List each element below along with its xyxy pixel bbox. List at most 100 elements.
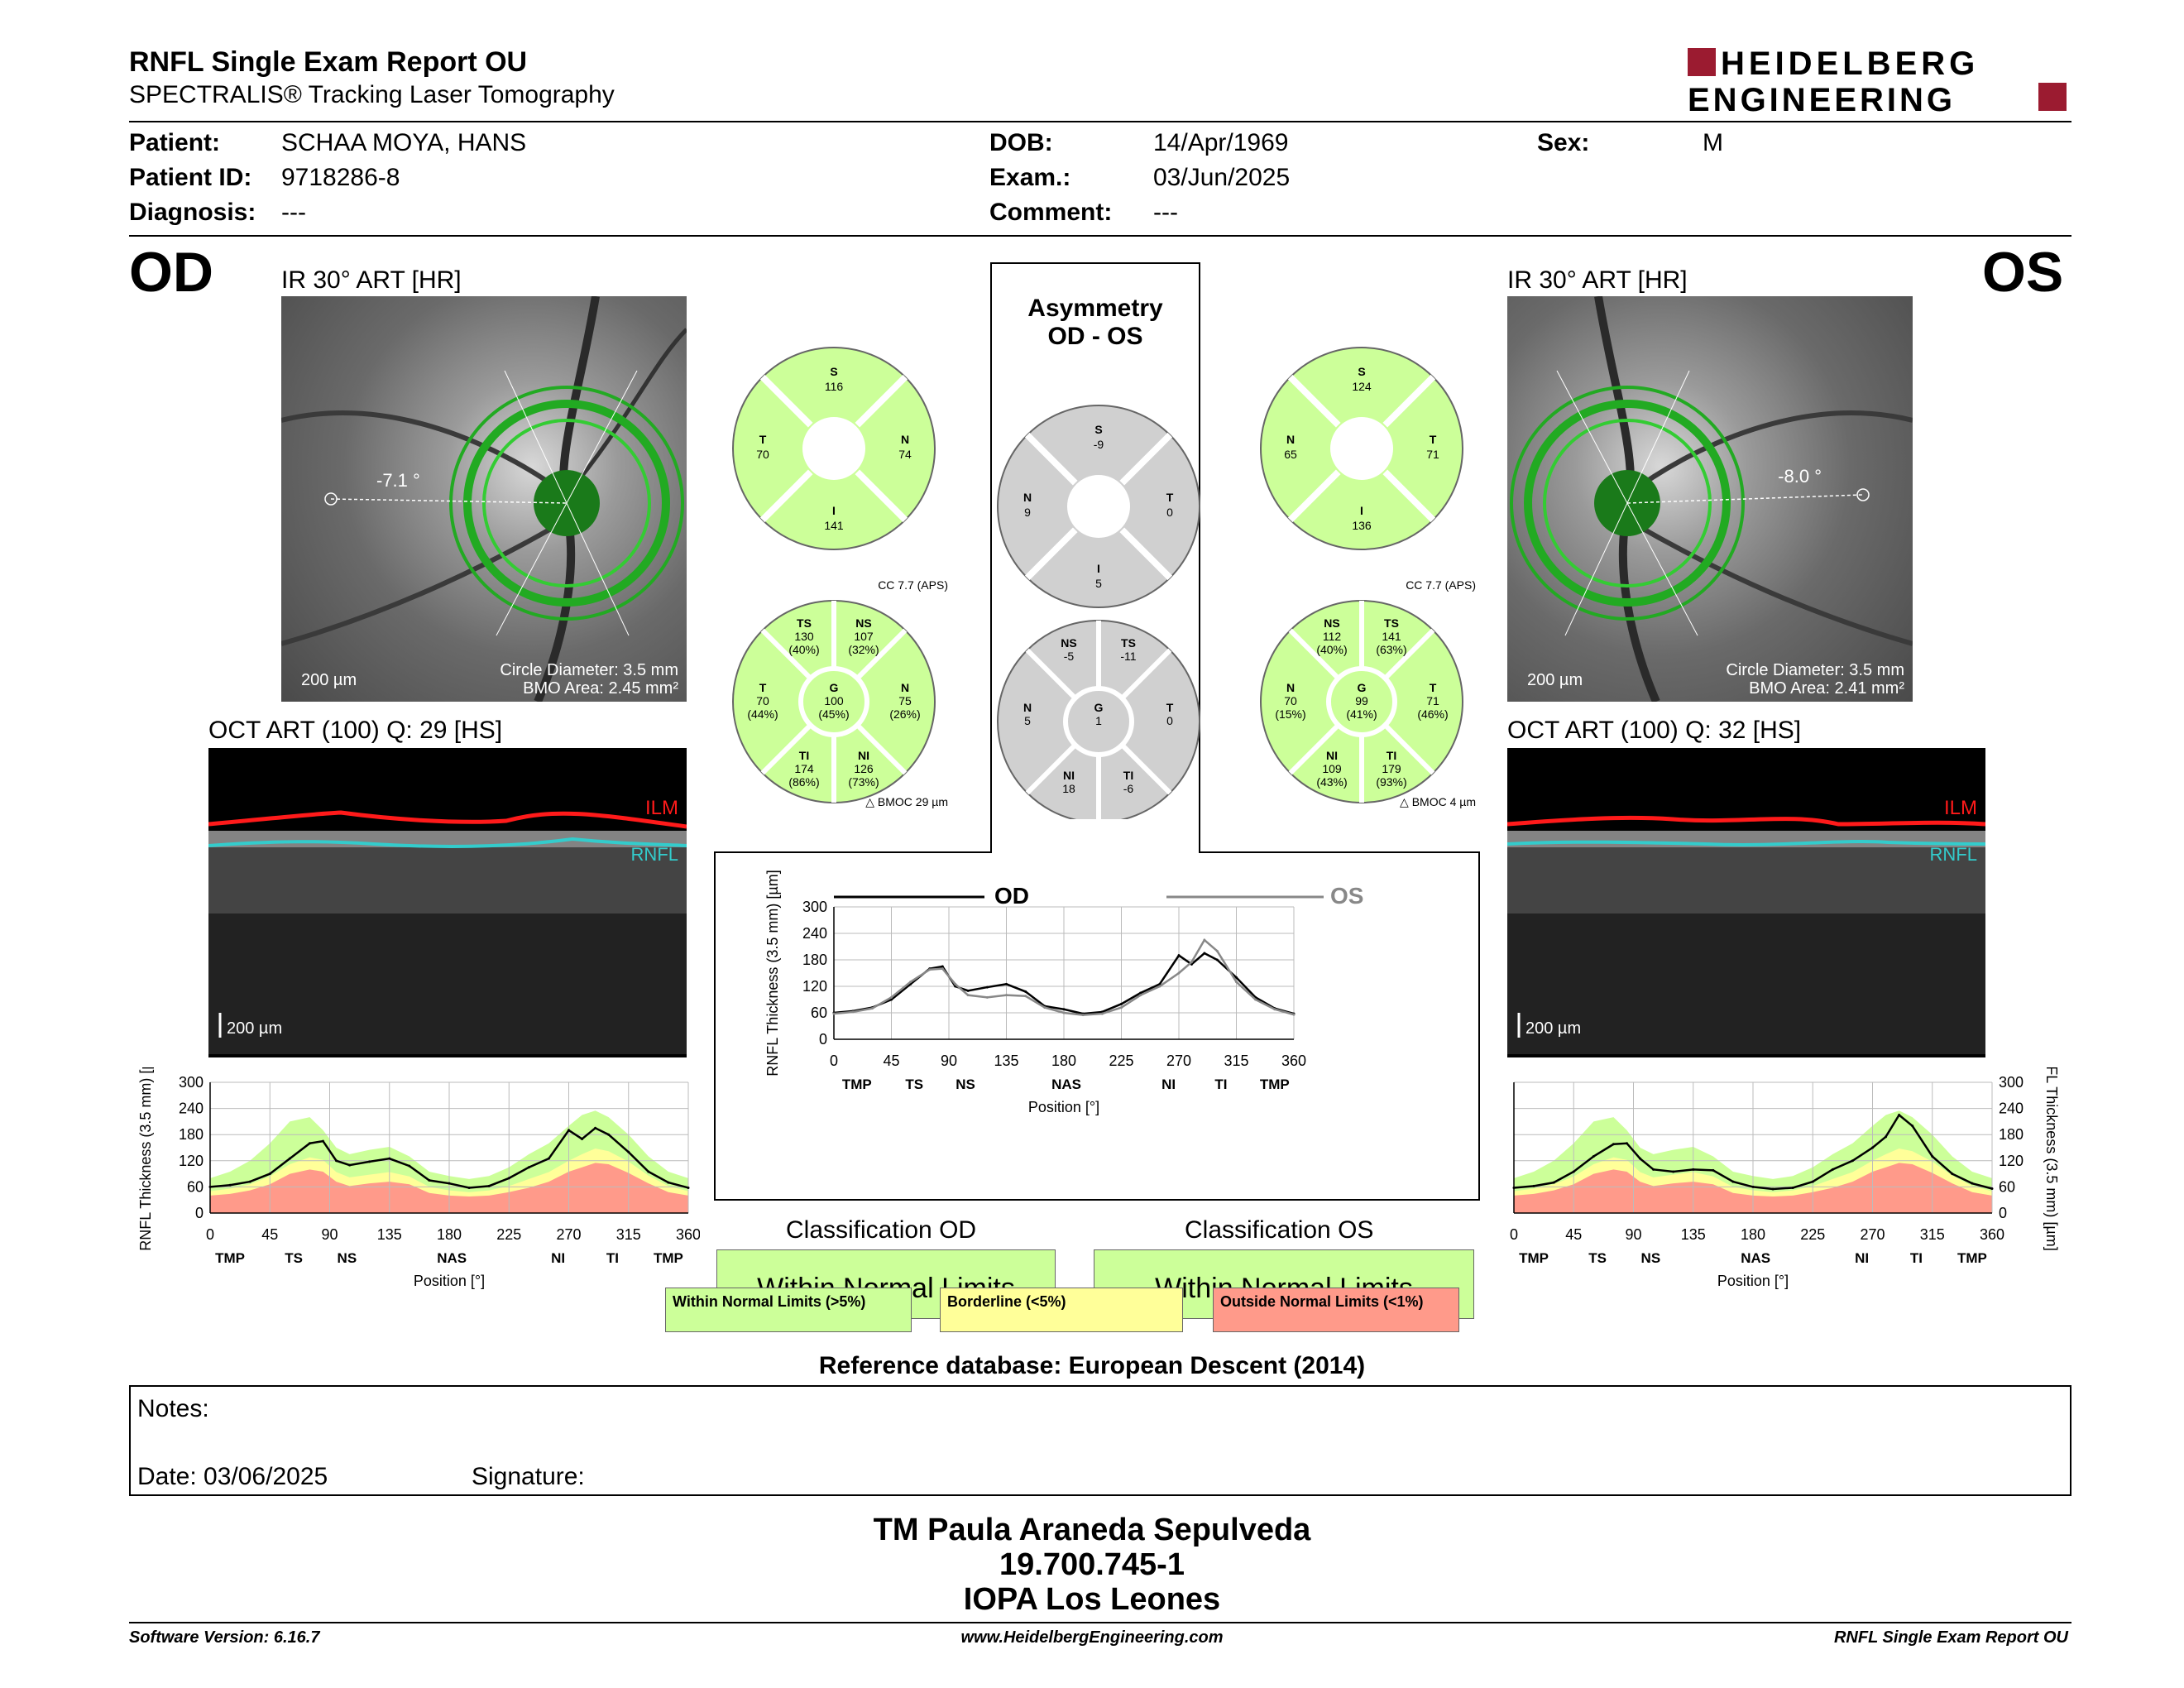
- asymmetry-title-1: Asymmetry: [1027, 295, 1163, 322]
- os-profile-point: [1771, 1187, 1774, 1191]
- od-sector-value-G: 100: [824, 694, 844, 707]
- os-quadrant-label-S: S: [1358, 365, 1365, 378]
- legend-borderline: Borderline (<5%): [940, 1288, 1183, 1332]
- od-profile-xlabel: Position [°]: [414, 1273, 485, 1289]
- info-rule: [129, 235, 2071, 237]
- signature-id: 19.700.745-1: [999, 1547, 1185, 1582]
- od-profile-point: [527, 1166, 530, 1169]
- logo-text-top: HEIDELBERG: [1721, 46, 1979, 82]
- od-sector-value-NS: 107: [854, 630, 874, 643]
- asym-quadrant-label-S: S: [1094, 423, 1102, 436]
- os-sector-label-G: G: [1358, 681, 1367, 694]
- od-profile-point: [308, 1142, 311, 1145]
- os-profile-point: [1751, 1185, 1755, 1188]
- website-link[interactable]: www.HeidelbergEngineering.com: [960, 1628, 1224, 1647]
- signature-institution: IOPA Los Leones: [963, 1582, 1221, 1617]
- asym-profile-point: [1120, 1002, 1123, 1005]
- os-profile-ytick: 0: [1999, 1205, 2007, 1221]
- legend-outside: Outside Normal Limits (<1%): [1213, 1288, 1459, 1332]
- os-oct-image[interactable]: ILM RNFL 200 µm: [1506, 748, 1986, 1057]
- os-profile-point: [1625, 1142, 1628, 1145]
- os-profile-ytick: 180: [1999, 1126, 2024, 1143]
- asym-profile-point: [928, 968, 932, 971]
- asym-profile-xlabel: Position [°]: [1028, 1099, 1099, 1115]
- os-profile-point: [1731, 1180, 1735, 1183]
- asym-sector-divider-1: [1120, 648, 1172, 700]
- od-quadrant-center: [802, 417, 865, 480]
- asym-profile-point: [1081, 1014, 1085, 1017]
- notes-signature: Signature:: [472, 1463, 585, 1490]
- od-angle-label: -7.1 °: [376, 470, 420, 491]
- od-oct-image[interactable]: ILM RNFL 200 µm: [208, 748, 687, 1057]
- od-profile-point: [228, 1183, 232, 1187]
- sex-value: M: [1703, 129, 1723, 156]
- od-profile-sector-label: TI: [606, 1250, 619, 1266]
- os-sector-divider-7: [1383, 723, 1435, 775]
- od-quadrant-divider-0: [855, 374, 908, 428]
- os-profile-point: [1652, 1168, 1655, 1171]
- asymmetry-title-2: OD - OS: [1047, 323, 1142, 350]
- od-profile-point: [348, 1163, 352, 1167]
- classification-od-title: Classification OD: [786, 1216, 977, 1244]
- asym-profile-xtick: 45: [883, 1053, 899, 1069]
- os-angle-label: -8.0 °: [1778, 466, 1822, 487]
- os-oct-overlay: ILM RNFL 200 µm: [1506, 797, 1986, 1054]
- asym-profile-point: [1254, 998, 1257, 1001]
- od-quadrant-divider-1: [759, 374, 813, 428]
- os-fundus-image[interactable]: -8.0 ° 200 µm Circle Diameter: 3.5 mm BM…: [1507, 296, 1913, 702]
- asym-profile-point: [1139, 991, 1142, 995]
- os-sector-pct-NS: (40%): [1316, 643, 1347, 656]
- od-profile-sector-label: NAS: [437, 1250, 467, 1266]
- asym-sector-label-N: N: [1023, 701, 1032, 714]
- asym-profile-point: [870, 1007, 874, 1010]
- asym-quadrant-value-T: 0: [1166, 506, 1173, 519]
- od-fundus-image[interactable]: -7.1 ° 200 µm Circle Diameter: 3.5 mm BM…: [281, 296, 687, 702]
- os-profile-point: [1572, 1170, 1575, 1173]
- os-profile-point: [1552, 1181, 1555, 1184]
- asym-profile-ytick: 0: [819, 1031, 827, 1048]
- od-thickness-profile: 0 60 120 180 240 300 0 45 90 135 180 225 270 315 360 TM…: [137, 1067, 700, 1289]
- os-sector-pct-TS: (63%): [1376, 643, 1406, 656]
- od-sector-value-N: 75: [898, 694, 912, 707]
- od-ilm-label: ILM: [645, 797, 678, 819]
- os-quadrant-label-N: N: [1286, 433, 1295, 446]
- asym-sector-value-T: 0: [1166, 714, 1173, 727]
- asym-sector-label-T: T: [1166, 701, 1174, 714]
- os-sector-pct-N: (15%): [1275, 707, 1305, 721]
- asym-sector-value-TI: -6: [1123, 782, 1134, 795]
- asym-sector-divider-7: [1120, 743, 1172, 795]
- os-sector-divider-1: [1383, 628, 1435, 680]
- asym-profile-ytick: 300: [802, 899, 827, 915]
- os-quadrant-value-N: 65: [1284, 448, 1297, 461]
- os-rnfl-label: RNFL: [1930, 844, 1977, 865]
- dob-value: 14/Apr/1969: [1153, 129, 1289, 156]
- asym-profile-point: [1215, 958, 1219, 961]
- od-sector-pct-T: (44%): [747, 707, 778, 721]
- os-quadrant-divider-1: [1287, 374, 1341, 428]
- os-profile-ytick: 300: [1999, 1074, 2024, 1091]
- os-sector-value-TI: 179: [1382, 762, 1401, 775]
- asym-profile-point: [985, 995, 989, 999]
- asym-quadrant-label-T: T: [1166, 491, 1174, 504]
- asym-profile-point: [909, 981, 912, 984]
- asym-sector-label-G: G: [1094, 701, 1104, 714]
- os-profile-xtick: 180: [1741, 1226, 1765, 1243]
- asym-legend-os-label: OS: [1330, 883, 1363, 909]
- notes-box[interactable]: Notes: Date: 03/06/2025 Signature:: [129, 1385, 2071, 1496]
- asym-profile-point: [966, 994, 970, 997]
- diagnosis-value: ---: [281, 199, 306, 226]
- od-quadrant-value-T: 70: [756, 448, 769, 461]
- asym-profile-sector-label: TMP: [842, 1077, 872, 1092]
- asym-profile-xtick: 315: [1224, 1053, 1248, 1069]
- os-bmo-area: BMO Area: 2.41 mm²: [1749, 679, 1904, 698]
- od-sector-pct-NI: (73%): [848, 775, 879, 789]
- os-profile-point: [1971, 1182, 1974, 1185]
- od-profile-ytick: 0: [195, 1205, 204, 1221]
- asym-profile-sector-label: NI: [1161, 1077, 1176, 1092]
- od-profile-xtick: 45: [261, 1226, 278, 1243]
- asym-profile-sector-label: TS: [905, 1077, 923, 1092]
- od-sector-label-TI: TI: [799, 749, 809, 762]
- od-sector-label-T: T: [759, 681, 767, 694]
- report-subtitle: SPECTRALIS® Tracking Laser Tomography: [129, 81, 615, 108]
- od-sector-value-TS: 130: [794, 630, 814, 643]
